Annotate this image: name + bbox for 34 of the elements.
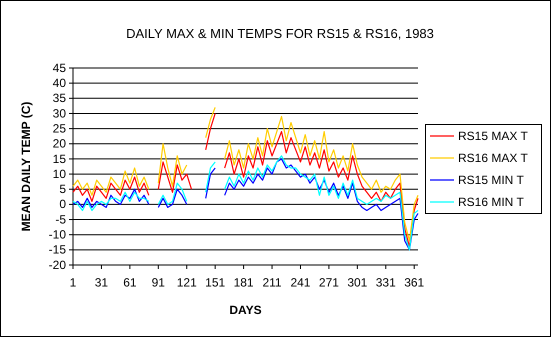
y-tick-label: 30 [52, 106, 66, 120]
x-tick-label: 211 [262, 275, 282, 290]
y-tick-label: 25 [52, 121, 66, 136]
x-tick-label: 271 [318, 275, 340, 290]
chart-title: DAILY MAX & MIN TEMPS FOR RS15 & RS16, 1983 [126, 26, 434, 41]
x-tick-label: 361 [404, 275, 425, 290]
legend-label: RS15 MIN T [458, 173, 524, 187]
x-tick-label: 1 [70, 275, 77, 290]
x-tick-label: 121 [176, 275, 198, 290]
legend-label: RS16 MIN T [458, 195, 524, 209]
x-tick-label: 241 [290, 275, 311, 290]
x-tick-label: 331 [376, 275, 396, 290]
y-tick-label: 35 [52, 91, 66, 106]
x-tick-label: 301 [347, 275, 368, 290]
y-tick-label: -15 [48, 242, 66, 257]
y-tick-label: 10 [52, 166, 66, 181]
x-tick-label: 91 [152, 275, 166, 290]
y-tick-label: -5 [55, 212, 66, 226]
x-tick-label: 181 [234, 275, 254, 290]
y-tick-label: -20 [48, 258, 66, 272]
x-axis-title: DAYS [229, 303, 262, 317]
y-axis-title: MEAN DAILY TEMP (C) [19, 102, 33, 232]
y-tick-label: 0 [59, 197, 66, 212]
legend-label: RS15 MAX T [458, 129, 528, 143]
y-tick-label: 20 [52, 136, 66, 151]
legend-label: RS16 MAX T [458, 151, 528, 165]
y-tick-label: -10 [48, 228, 66, 242]
y-tick-label: 15 [52, 152, 66, 166]
y-tick-label: 5 [59, 182, 66, 196]
y-tick-label: 45 [52, 60, 66, 75]
x-tick-label: 151 [205, 275, 226, 290]
x-tick-label: 61 [123, 275, 137, 290]
y-tick-label: 40 [52, 76, 66, 90]
x-tick-label: 31 [94, 275, 108, 290]
